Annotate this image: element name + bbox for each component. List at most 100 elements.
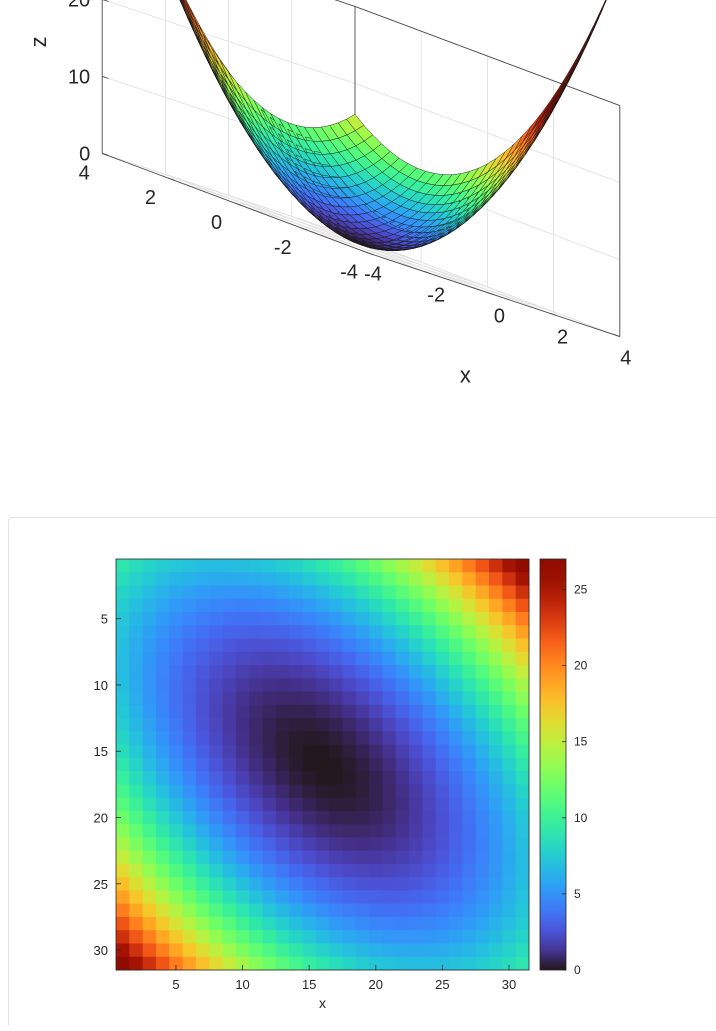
heatmap-cell xyxy=(289,824,303,838)
heatmap-cell xyxy=(409,797,423,812)
heatmap-cell xyxy=(422,771,437,785)
heatmap-cell xyxy=(275,718,290,732)
heatmap-cell xyxy=(515,863,530,878)
heatmap-cell xyxy=(475,784,490,799)
heatmap-cell xyxy=(435,810,450,825)
heatmap-cell xyxy=(155,757,170,772)
heatmap-cell xyxy=(302,824,317,838)
heatmap-cell xyxy=(182,850,197,865)
heatmap-cell xyxy=(235,916,250,931)
heatmap-cell xyxy=(262,890,277,905)
heatmap-cell xyxy=(435,598,450,613)
heatmap-cell xyxy=(422,678,437,692)
heatmap-cell xyxy=(169,572,184,586)
heatmap-cell xyxy=(409,810,423,825)
heatmap-cell xyxy=(502,572,517,586)
heatmap-cell xyxy=(449,718,463,732)
heatmap-cell xyxy=(302,612,317,626)
heatmap-cell xyxy=(489,784,503,799)
heatmap-cell xyxy=(222,612,237,626)
heatmap-cell xyxy=(235,810,250,825)
heatmap-cell xyxy=(209,903,223,918)
heatmap-cell xyxy=(329,850,343,865)
heatmap-cell xyxy=(315,877,330,891)
heatmap-cell xyxy=(169,691,184,706)
heatmap-cell xyxy=(275,837,290,852)
heatmap-cell xyxy=(409,559,423,573)
heatmap-cell xyxy=(182,612,197,626)
heatmap-cell xyxy=(142,625,157,639)
x-axis-label: x xyxy=(460,363,471,388)
heatmap-cell xyxy=(342,757,357,772)
heatmap-cell xyxy=(155,598,170,613)
heatmap-cell xyxy=(289,744,303,759)
heatmap-cell xyxy=(275,916,290,931)
heatmap-cell xyxy=(489,757,503,772)
heatmap-cell xyxy=(142,943,157,958)
heatmap-cell xyxy=(195,625,210,639)
heatmap-cell xyxy=(515,771,530,785)
z-tick xyxy=(102,0,109,2)
heatmap-cell xyxy=(355,890,370,905)
heatmap-cell xyxy=(116,784,130,799)
heatmap-cell xyxy=(502,890,517,905)
heatmap-cell xyxy=(129,890,144,905)
heatmap-cell xyxy=(435,916,450,931)
heatmap-cell xyxy=(502,771,517,785)
heatmap-cell xyxy=(249,612,263,626)
heatmap-cell xyxy=(489,850,503,865)
heatmap-cell xyxy=(315,718,330,732)
heatmap-cell xyxy=(209,877,223,891)
heatmap-cell xyxy=(249,559,263,573)
heatmap-cell xyxy=(449,585,463,600)
heatmap-cell xyxy=(422,956,437,971)
heatmap-cell xyxy=(222,784,237,799)
heatmap-cell xyxy=(262,665,277,679)
heatmap-cell xyxy=(289,877,303,891)
heatmap-cell xyxy=(475,612,490,626)
heatmap-cell xyxy=(395,797,410,812)
heatmap-cell xyxy=(262,744,277,759)
heatmap-cell xyxy=(435,704,450,719)
heatmap-cell xyxy=(129,585,144,600)
x-tick-label: 15 xyxy=(302,977,316,992)
heatmap-cell xyxy=(422,943,437,958)
heatmap-cell xyxy=(209,744,223,759)
heatmap-cell xyxy=(502,784,517,799)
heatmap-cell xyxy=(435,665,450,679)
heatmap-cell xyxy=(369,784,383,799)
heatmap-cell xyxy=(502,757,517,772)
heatmap-cell xyxy=(302,731,317,746)
heatmap-cell xyxy=(249,625,263,639)
heatmap-cell xyxy=(302,665,317,679)
heatmap-cell xyxy=(369,916,383,931)
heatmap-cell xyxy=(195,585,210,600)
heatmap-cell xyxy=(169,559,184,573)
heatmap-cell xyxy=(489,863,503,878)
heatmap-cell xyxy=(382,903,397,918)
heatmap-cell xyxy=(315,559,330,573)
heatmap-cell xyxy=(329,691,343,706)
heatmap-cell xyxy=(129,665,144,679)
heatmap-cell xyxy=(475,625,490,639)
heatmap-cell xyxy=(329,956,343,971)
heatmap-cell xyxy=(289,771,303,785)
heatmap-cell xyxy=(169,598,184,613)
heatmap-cell xyxy=(449,797,463,812)
heatmap-cell xyxy=(329,704,343,719)
heatmap-cell xyxy=(142,678,157,692)
heatmap-cell xyxy=(275,691,290,706)
heatmap-cell xyxy=(342,598,357,613)
heatmap-cell xyxy=(422,903,437,918)
heatmap-cell xyxy=(329,718,343,732)
heatmap-cell xyxy=(155,943,170,958)
heatmap-cell xyxy=(409,598,423,613)
heatmap-cell xyxy=(182,863,197,878)
heatmap-cell xyxy=(289,585,303,600)
heatmap-cell xyxy=(435,771,450,785)
heatmap-cell xyxy=(315,704,330,719)
heatmap-cell xyxy=(515,585,530,600)
heatmap-cell xyxy=(475,572,490,586)
heatmap-cell xyxy=(129,598,144,613)
heatmap-cell xyxy=(195,678,210,692)
